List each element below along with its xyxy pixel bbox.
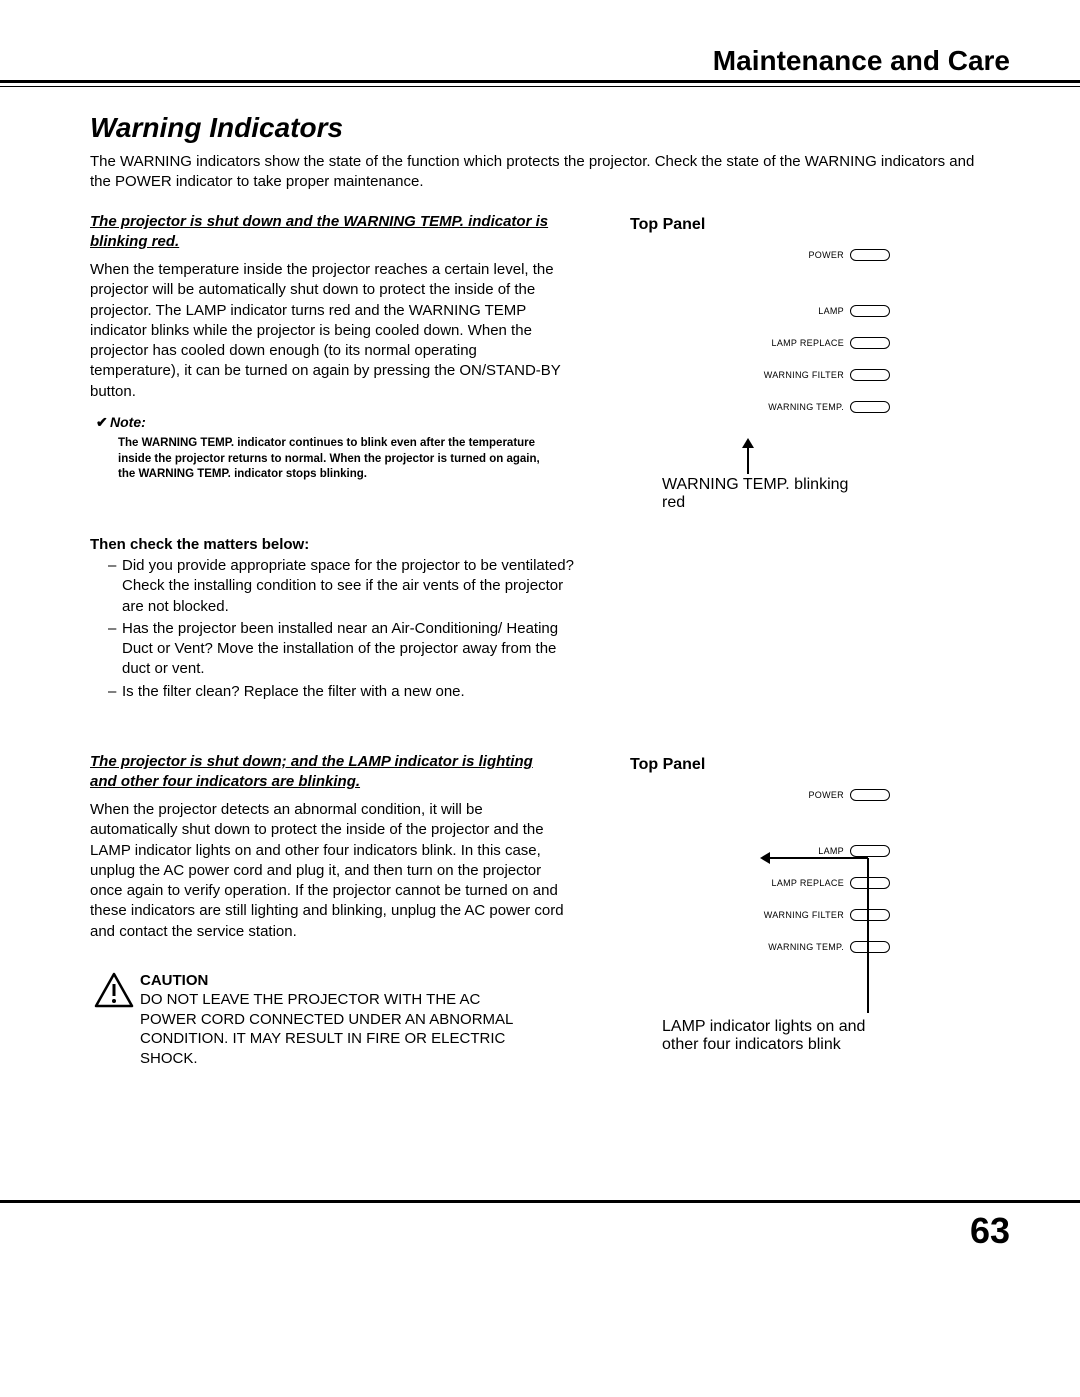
checklist-heading: Then check the matters below: [90,536,309,553]
indicator-row: WARNING TEMP. [630,400,890,414]
checklist-item-text: Is the filter clean? Replace the filter … [122,682,465,702]
subheading-2: The projector is shut down; and the LAMP… [90,752,550,791]
led-icon [850,249,890,261]
indicator-row: POWER [630,248,890,262]
indicator-panel-1: POWER LAMP LAMP REPLACE WARNING FILTER W… [630,248,890,432]
bracket-arrow-icon [760,850,890,1018]
note-text: The WARNING TEMP. indicator continues to… [118,436,558,483]
caution-body: DO NOT LEAVE THE PROJECTOR WITH THE AC P… [140,990,520,1068]
body-paragraph-2: When the projector detects an abnormal c… [90,800,570,942]
indicator-label: WARNING TEMP. [768,402,844,412]
led-icon [850,401,890,413]
led-icon [850,789,890,801]
indicator-row: POWER [630,788,890,802]
subheading-1: The projector is shut down and the WARNI… [90,212,550,251]
panel-1-caption: WARNING TEMP. blinking red [662,476,862,512]
checklist: –Did you provide appropriate space for t… [108,556,578,704]
note-label: Note: [110,414,146,430]
led-icon [850,337,890,349]
panel-2-caption: LAMP indicator lights on and other four … [662,1018,872,1054]
checklist-item-text: Did you provide appropriate space for th… [122,556,578,617]
body-paragraph-1: When the temperature inside the projecto… [90,260,570,402]
page: Maintenance and Care Warning Indicators … [0,0,1080,1397]
indicator-row: LAMP [630,304,890,318]
checklist-item-text: Has the projector been installed near an… [122,619,578,680]
top-panel-title-1: Top Panel [630,216,705,234]
rule-top-thick [0,80,1080,83]
indicator-label: WARNING FILTER [764,370,844,380]
checklist-item: –Is the filter clean? Replace the filter… [108,682,578,702]
top-panel-title-2: Top Panel [630,756,705,774]
indicator-label: POWER [808,790,844,800]
checklist-item: –Has the projector been installed near a… [108,619,578,680]
indicator-label: POWER [808,250,844,260]
section-header: Maintenance and Care [713,45,1010,77]
caution-icon [94,972,134,1008]
checklist-item: –Did you provide appropriate space for t… [108,556,578,617]
rule-bottom [0,1200,1080,1203]
page-number: 63 [970,1210,1010,1252]
indicator-row: LAMP REPLACE [630,336,890,350]
indicator-label: LAMP REPLACE [772,338,844,348]
led-icon [850,369,890,381]
arrow-up-icon [738,438,758,476]
indicator-label: LAMP [818,306,844,316]
led-icon [850,305,890,317]
intro-paragraph: The WARNING indicators show the state of… [90,152,990,193]
indicator-row: WARNING FILTER [630,368,890,382]
page-title: Warning Indicators [90,112,343,144]
rule-top-thin [0,86,1080,87]
caution-heading: CAUTION [140,972,208,989]
checkmark-icon: ✔ [96,414,108,431]
